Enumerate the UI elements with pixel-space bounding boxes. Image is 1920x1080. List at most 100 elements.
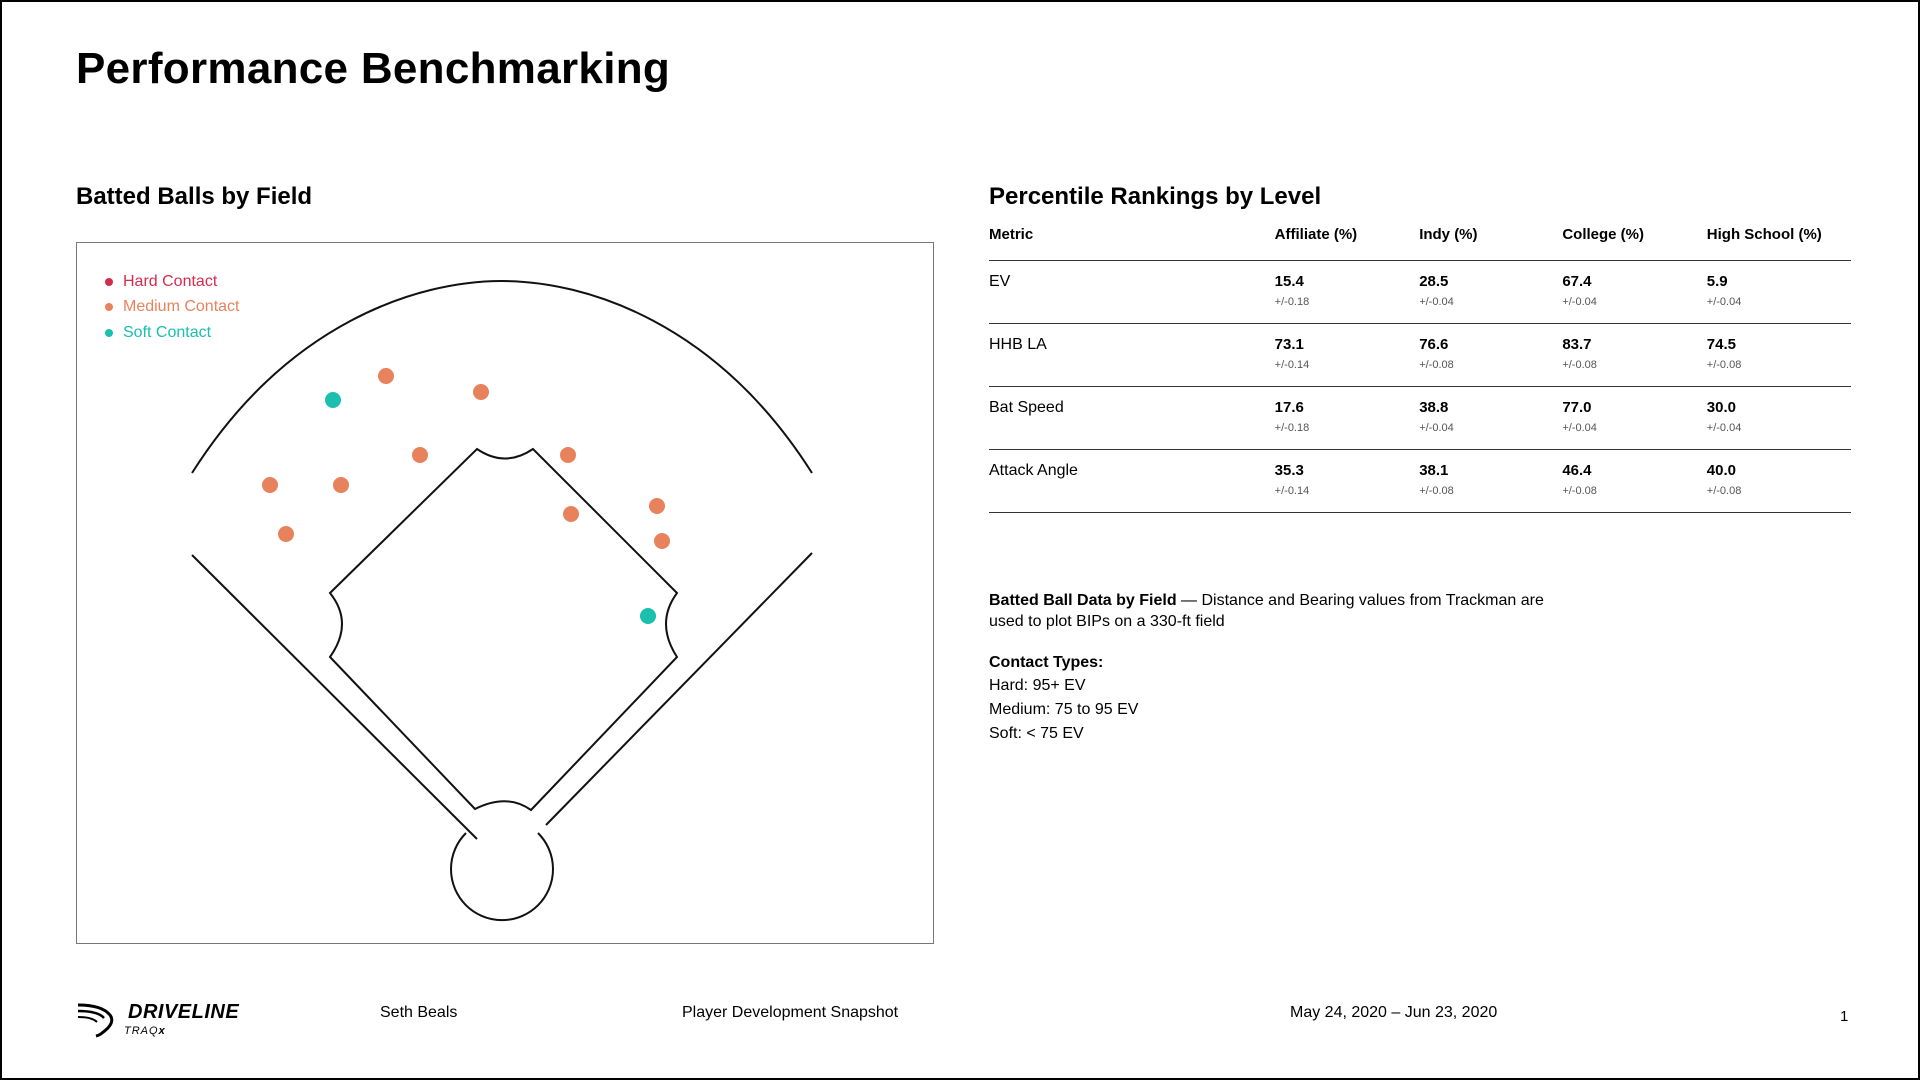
table-cell: 35.3 +/-0.14 — [1274, 449, 1420, 513]
error-margin: +/-0.08 — [1419, 485, 1454, 497]
error-margin: +/-0.08 — [1419, 359, 1454, 371]
table-cell: 38.8 +/-0.04 — [1419, 386, 1563, 450]
medium-contact-point — [563, 506, 579, 522]
column-header-college: College (%) — [1562, 226, 1707, 261]
percentile-value: 67.4 — [1562, 273, 1592, 290]
footer-report-title: Player Development Snapshot — [682, 1004, 899, 1021]
contact-legend: Hard Contact Medium Contact Soft Contact — [105, 269, 240, 346]
legend-item-medium: Medium Contact — [105, 295, 240, 321]
column-header-metric: Metric — [989, 226, 1275, 261]
contact-type-soft: Soft: < 75 EV — [989, 725, 1084, 742]
footer-player-name: Seth Beals — [380, 1004, 458, 1021]
table-cell: 46.4 +/-0.08 — [1562, 449, 1707, 513]
column-header-high-school: High School (%) — [1706, 226, 1851, 261]
footer-page-number: 1 — [1840, 1008, 1849, 1025]
logo-subtext-b: x — [158, 1025, 166, 1037]
table-row: Bat Speed 17.6 +/-0.18 38.8 +/-0.04 77.0 +/… — [989, 386, 1851, 450]
table-cell: 83.7 +/-0.08 — [1562, 323, 1707, 387]
table-cell: 74.5 +/-0.08 — [1706, 323, 1851, 387]
home-plate-circle — [450, 832, 554, 922]
data-description: Batted Ball Data by Field — Distance and… — [989, 590, 1549, 632]
contact-type-medium: Medium: 75 to 95 EV — [989, 701, 1139, 718]
percentile-value: 77.0 — [1562, 399, 1592, 416]
percentile-rankings-table: Metric Affiliate (%) Indy (%) College (%… — [989, 226, 1851, 513]
metric-name: Attack Angle — [989, 449, 1275, 513]
logo-subtext-a: TRAQ — [124, 1025, 159, 1037]
error-margin: +/-0.08 — [1562, 485, 1597, 497]
medium-contact-point — [333, 477, 349, 493]
percentile-value: 38.8 — [1419, 399, 1449, 416]
soft-contact-point — [640, 608, 656, 624]
error-margin: +/-0.08 — [1706, 359, 1742, 371]
column-header-indy: Indy (%) — [1419, 226, 1563, 261]
percentile-value: 73.1 — [1274, 336, 1304, 353]
footer-date-range: May 24, 2020 – Jun 23, 2020 — [1290, 1004, 1498, 1021]
medium-contact-point — [262, 477, 278, 493]
error-margin: +/-0.04 — [1706, 422, 1742, 434]
percentile-value: 28.5 — [1419, 273, 1449, 290]
error-margin: +/-0.04 — [1706, 296, 1742, 308]
medium-contact-point — [654, 533, 670, 549]
table-cell: 77.0 +/-0.04 — [1562, 386, 1707, 450]
table-cell: 15.4 +/-0.18 — [1274, 260, 1420, 324]
medium-contact-point — [412, 447, 428, 463]
legend-dot-soft — [105, 328, 113, 337]
field-section-title: Batted Balls by Field — [76, 183, 313, 210]
table-cell: 76.6 +/-0.08 — [1419, 323, 1563, 387]
error-margin: +/-0.14 — [1274, 485, 1310, 497]
error-margin: +/-0.04 — [1562, 296, 1597, 308]
percentile-value: 5.9 — [1706, 273, 1728, 290]
contact-types-heading: Contact Types: — [989, 654, 1104, 671]
percentile-value: 38.1 — [1419, 462, 1449, 479]
metric-name: Bat Speed — [989, 386, 1275, 450]
legend-label-hard: Hard Contact — [123, 272, 218, 290]
table-cell: 73.1 +/-0.14 — [1274, 323, 1420, 387]
table-cell: 17.6 +/-0.18 — [1274, 386, 1420, 450]
percentile-value: 83.7 — [1562, 336, 1592, 353]
baseball-field-diagram — [191, 279, 813, 922]
error-margin: +/-0.08 — [1562, 359, 1597, 371]
percentile-value: 46.4 — [1562, 462, 1592, 479]
soft-contact-point — [325, 392, 341, 408]
table-cell: 28.5 +/-0.04 — [1419, 260, 1563, 324]
description-text: — Distance and Bearing values from Track… — [989, 592, 1544, 630]
error-margin: +/-0.14 — [1274, 359, 1310, 371]
table-row: EV 15.4 +/-0.18 28.5 +/-0.04 67.4 +/-0.04 5… — [989, 260, 1851, 324]
medium-contact-point — [473, 384, 489, 400]
medium-contact-point — [378, 368, 394, 384]
batted-ball-points — [262, 368, 670, 624]
legend-item-hard: Hard Contact — [105, 269, 240, 295]
table-row: HHB LA 73.1 +/-0.14 76.6 +/-0.08 83.7 +/-0.… — [989, 323, 1851, 387]
legend-dot-hard — [105, 277, 113, 286]
left-foul-line — [191, 554, 478, 840]
column-header-affiliate: Affiliate (%) — [1274, 226, 1420, 261]
percentile-value: 15.4 — [1274, 273, 1304, 290]
table-cell: 38.1 +/-0.08 — [1419, 449, 1563, 513]
metric-name: HHB LA — [989, 323, 1275, 387]
notes-panel: Batted Ball Data by Field — Distance and… — [989, 590, 1549, 746]
table-cell: 5.9 +/-0.04 — [1706, 260, 1851, 324]
metric-name: EV — [989, 260, 1275, 324]
medium-contact-point — [560, 447, 576, 463]
outfield-wall — [191, 279, 813, 474]
table-cell: 30.0 +/-0.04 — [1706, 386, 1851, 450]
infield-outline — [328, 447, 679, 812]
error-margin: +/-0.08 — [1706, 485, 1742, 497]
percentile-value: 35.3 — [1274, 462, 1304, 479]
table-cell: 40.0 +/-0.08 — [1706, 449, 1851, 513]
page-title: Performance Benchmarking — [76, 44, 671, 93]
error-margin: +/-0.18 — [1274, 422, 1310, 434]
percentile-value: 76.6 — [1419, 336, 1449, 353]
contact-type-hard: Hard: 95+ EV — [989, 677, 1086, 694]
percentile-value: 40.0 — [1706, 462, 1736, 479]
rankings-section-title: Percentile Rankings by Level — [989, 183, 1322, 210]
percentile-value: 74.5 — [1706, 336, 1736, 353]
driveline-logo: DRIVELINE TRAQx — [76, 999, 256, 1039]
table-cell: 67.4 +/-0.04 — [1562, 260, 1707, 324]
legend-label-medium: Medium Contact — [123, 298, 240, 316]
logo-subtext: TRAQx — [124, 1025, 166, 1037]
percentile-value: 17.6 — [1274, 399, 1304, 416]
medium-contact-point — [649, 498, 665, 514]
description-title: Batted Ball Data by Field — [989, 592, 1177, 609]
legend-label-soft: Soft Contact — [123, 323, 212, 341]
